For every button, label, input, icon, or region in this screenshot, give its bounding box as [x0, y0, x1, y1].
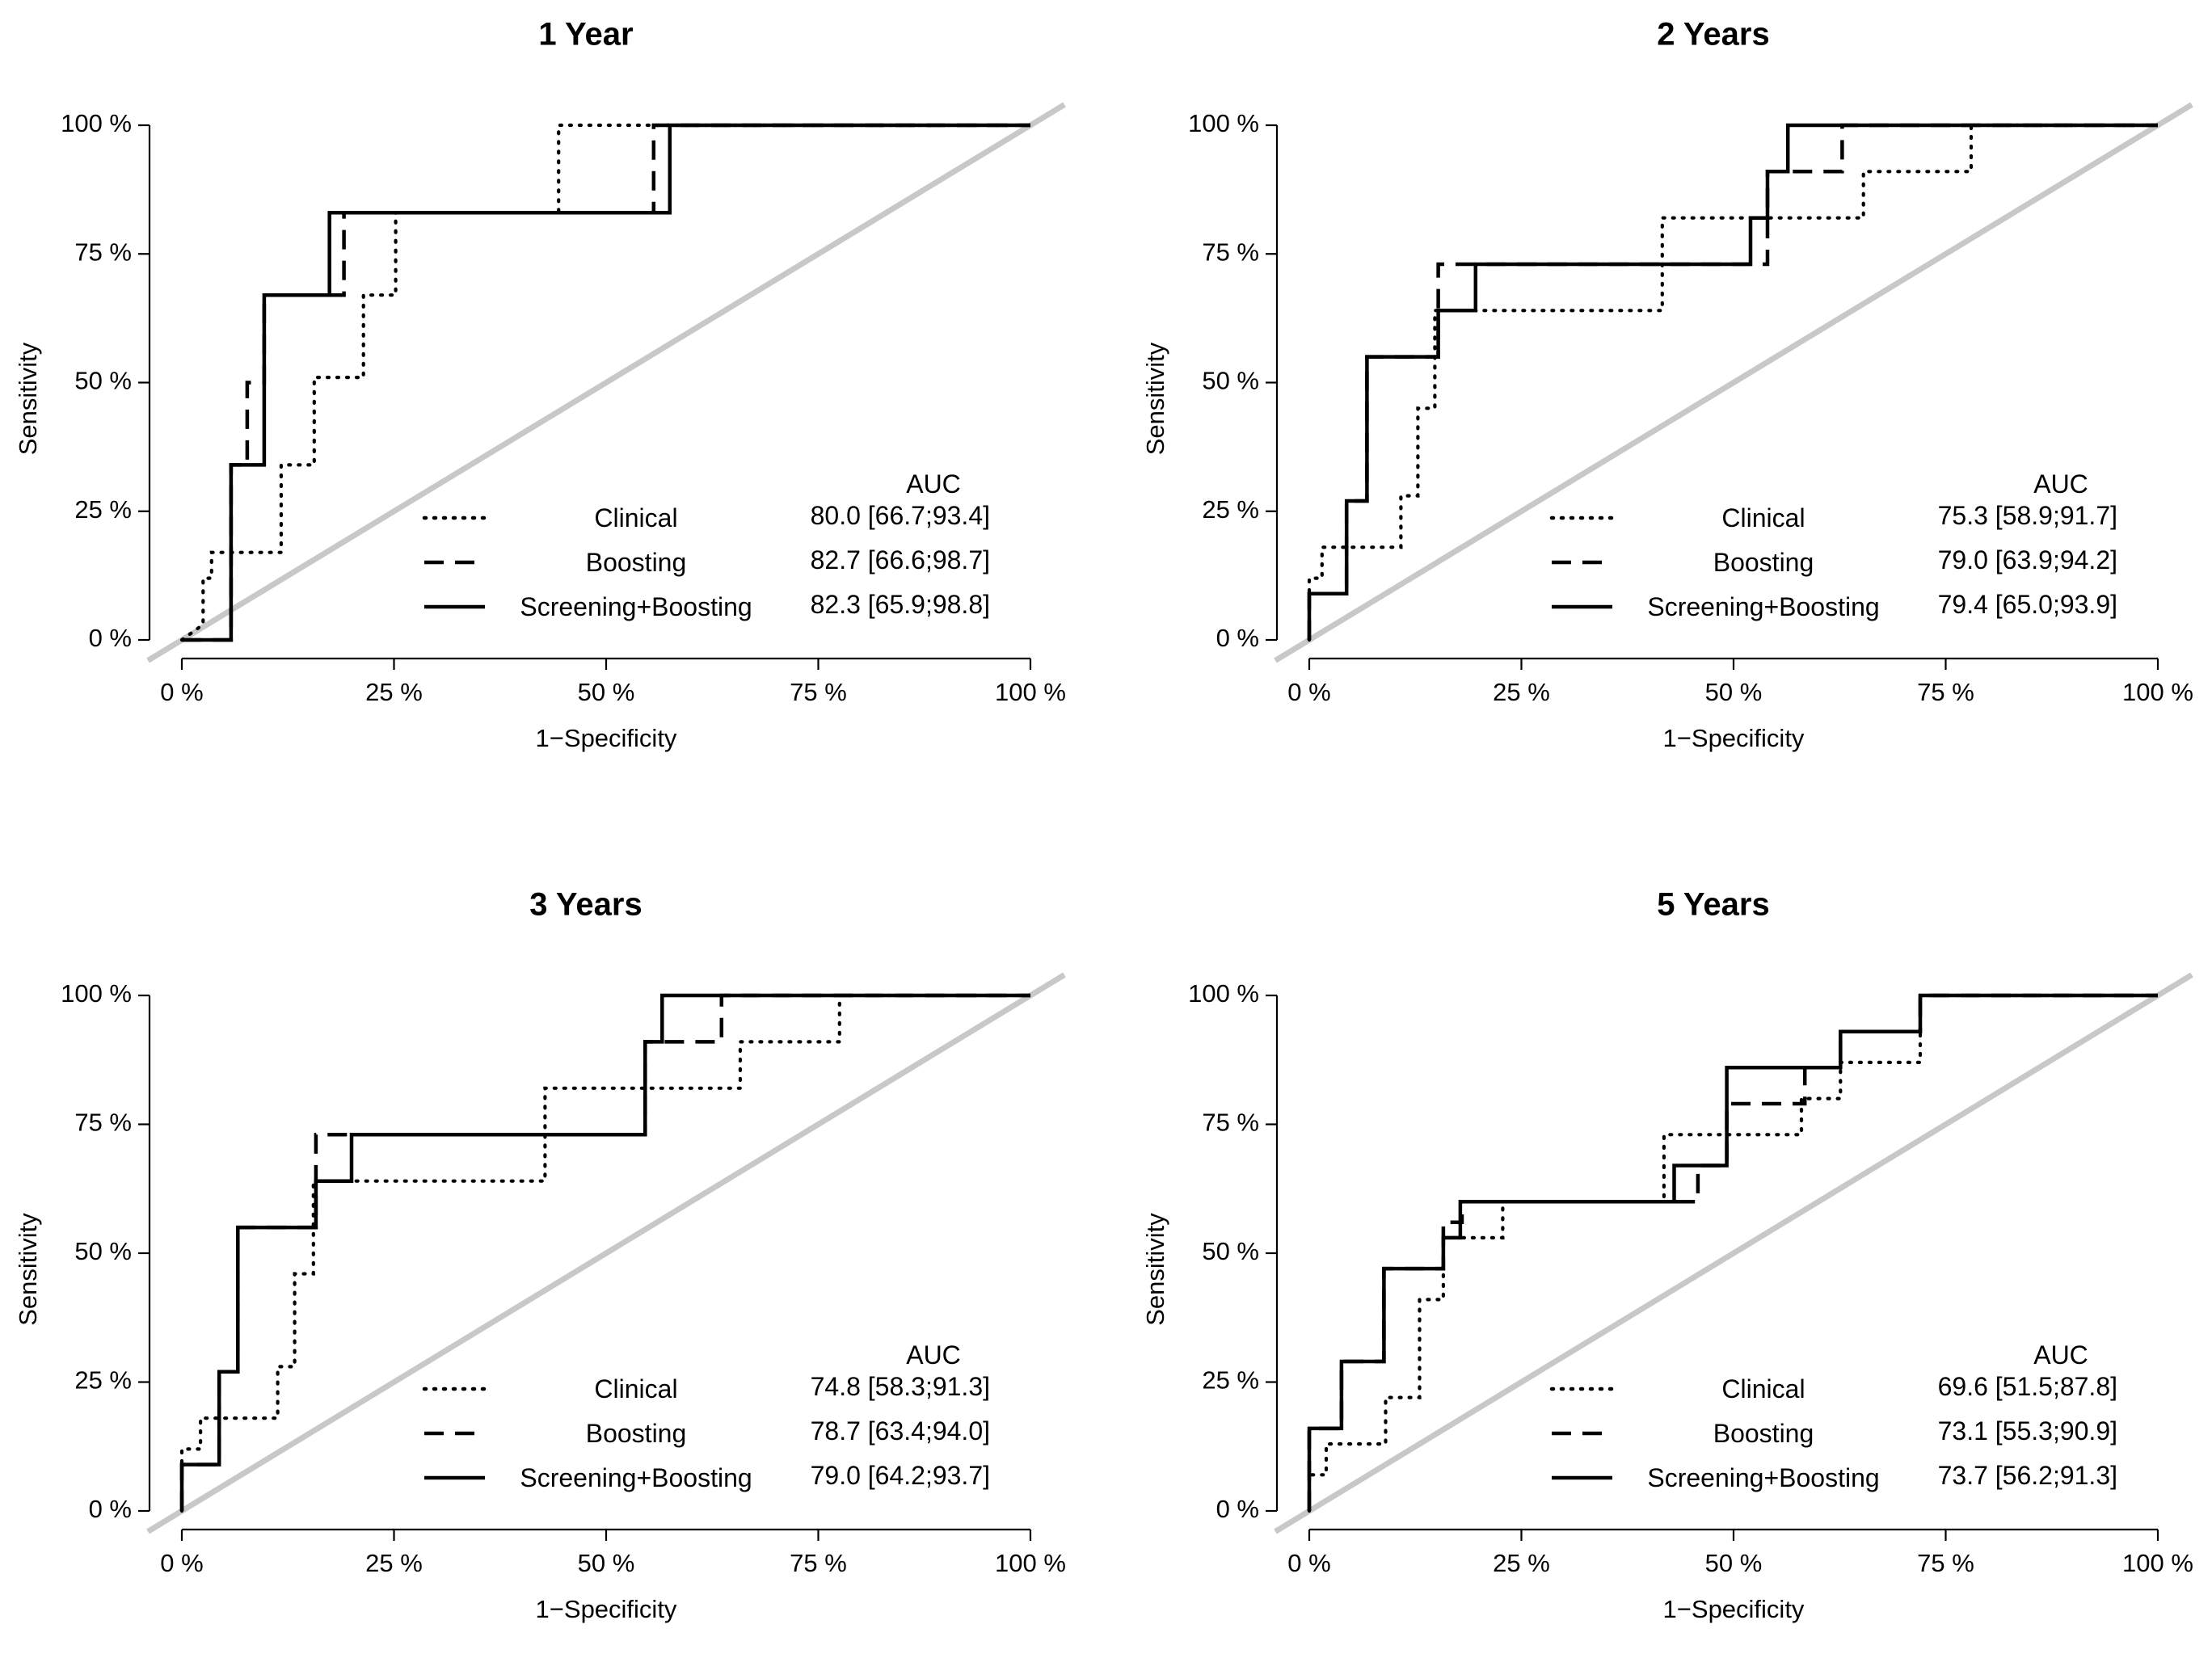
- y-tick-label: 75 %: [1202, 1109, 1259, 1137]
- y-axis-label: Sensitivity: [14, 1213, 42, 1326]
- auc-header: AUC: [2033, 1340, 2088, 1370]
- auc-value: 73.7 [56.2;91.3]: [1938, 1461, 2117, 1490]
- legend-label: Screening+Boosting: [1647, 592, 1879, 621]
- y-tick-label: 50 %: [74, 1237, 132, 1265]
- y-tick-label: 75 %: [1202, 238, 1259, 266]
- auc-value: 79.0 [64.2;93.7]: [811, 1461, 990, 1490]
- roc-panel: 5 Years 0 % 25 % 50 % 75 % 100 % Sensitivity 0 …: [1141, 887, 2193, 1623]
- x-tick-label: 75 %: [790, 678, 847, 706]
- auc-value: 80.0 [66.7;93.4]: [811, 501, 990, 530]
- auc-header: AUC: [906, 469, 961, 499]
- legend-label: Screening+Boosting: [1647, 1463, 1879, 1492]
- reference-diagonal-line: [146, 972, 1066, 1534]
- x-axis-label: 1−Specificity: [536, 1595, 677, 1623]
- x-tick-label: 50 %: [1705, 1549, 1763, 1577]
- y-tick-label: 25 %: [74, 495, 132, 524]
- y-tick-label: 100 %: [61, 979, 132, 1008]
- roc-curve-screening-boosting: [179, 993, 1030, 1511]
- roc-curve-screening-boosting: [182, 123, 1030, 642]
- auc-value: 79.4 [65.0;93.9]: [1938, 590, 2117, 619]
- y-tick-label: 0 %: [1216, 624, 1259, 652]
- reference-diagonal-line: [1274, 972, 2193, 1534]
- y-tick-label: 75 %: [74, 238, 132, 266]
- x-tick-label: 50 %: [578, 1549, 635, 1577]
- legend-label: Screening+Boosting: [520, 1463, 752, 1492]
- y-tick-label: 100 %: [1188, 109, 1259, 137]
- y-axis-label: Sensitivity: [14, 342, 42, 455]
- x-tick-label: 25 %: [1493, 678, 1550, 706]
- x-tick-label: 75 %: [1917, 1549, 1974, 1577]
- y-tick-label: 50 %: [1202, 367, 1259, 395]
- chart-title: 5 Years: [1657, 887, 1769, 923]
- auc-header: AUC: [906, 1340, 961, 1370]
- x-tick-label: 75 %: [790, 1549, 847, 1577]
- x-tick-label: 25 %: [365, 678, 423, 706]
- y-tick-label: 100 %: [61, 109, 132, 137]
- roc-panel: 1 Year 0 % 25 % 50 % 75 % 100 % Sensitivity 0 %…: [14, 17, 1066, 752]
- x-tick-label: 50 %: [1705, 678, 1763, 706]
- legend-label: Clinical: [594, 503, 677, 532]
- y-axis-label: Sensitivity: [1141, 1213, 1169, 1326]
- roc-curve-clinical: [179, 123, 1033, 642]
- x-tick-label: 0 %: [1287, 678, 1330, 706]
- x-axis-label: 1−Specificity: [1663, 1595, 1805, 1623]
- auc-value: 69.6 [51.5;87.8]: [1938, 1372, 2117, 1401]
- x-tick-label: 100 %: [995, 678, 1066, 706]
- roc-curve-clinical: [1307, 993, 2160, 1513]
- y-tick-label: 25 %: [1202, 1366, 1259, 1395]
- auc-value: 82.3 [65.9;98.8]: [811, 590, 990, 619]
- reference-diagonal-line: [1274, 102, 2193, 663]
- legend-label: Boosting: [1713, 548, 1814, 577]
- auc-value: 78.7 [63.4;94.0]: [811, 1416, 990, 1445]
- x-tick-label: 25 %: [365, 1549, 423, 1577]
- x-axis-label: 1−Specificity: [1663, 724, 1805, 752]
- auc-value: 75.3 [58.9;91.7]: [1938, 501, 2117, 530]
- auc-value: 73.1 [55.3;90.9]: [1938, 1416, 2117, 1445]
- x-tick-label: 100 %: [995, 1549, 1066, 1577]
- y-tick-label: 25 %: [74, 1366, 132, 1395]
- roc-curve-screening-boosting: [1307, 993, 2158, 1511]
- auc-value: 82.7 [66.6;98.7]: [811, 545, 990, 574]
- x-axis-label: 1−Specificity: [536, 724, 677, 752]
- x-tick-label: 50 %: [578, 678, 635, 706]
- x-tick-label: 0 %: [1287, 1549, 1330, 1577]
- roc-panel: 2 Years 0 % 25 % 50 % 75 % 100 % Sensitivity 0 …: [1141, 17, 2193, 752]
- chart-title: 2 Years: [1657, 17, 1769, 53]
- roc-panel: 3 Years 0 % 25 % 50 % 75 % 100 % Sensitivity 0 …: [14, 887, 1066, 1623]
- legend-label: Screening+Boosting: [520, 592, 752, 621]
- reference-diagonal-line: [146, 102, 1066, 663]
- y-tick-label: 50 %: [1202, 1237, 1259, 1265]
- x-tick-label: 0 %: [160, 678, 203, 706]
- y-tick-label: 0 %: [1216, 1495, 1259, 1523]
- auc-value: 74.8 [58.3;91.3]: [811, 1372, 990, 1401]
- legend-label: Boosting: [1713, 1419, 1814, 1448]
- roc-curve-clinical: [179, 993, 1033, 1513]
- x-tick-label: 25 %: [1493, 1549, 1550, 1577]
- auc-value: 79.0 [63.9;94.2]: [1938, 545, 2117, 574]
- chart-title: 3 Years: [529, 887, 642, 923]
- x-tick-label: 0 %: [160, 1549, 203, 1577]
- y-tick-label: 50 %: [74, 367, 132, 395]
- legend-label: Boosting: [586, 548, 687, 577]
- legend-label: Clinical: [594, 1374, 677, 1403]
- auc-header: AUC: [2033, 469, 2088, 499]
- y-axis-label: Sensitivity: [1141, 342, 1169, 455]
- legend-label: Clinical: [1721, 1374, 1805, 1403]
- legend-label: Boosting: [586, 1419, 687, 1448]
- legend-label: Clinical: [1721, 503, 1805, 532]
- roc-curve-clinical: [1307, 123, 2160, 642]
- y-tick-label: 0 %: [89, 1495, 132, 1523]
- roc-curve-screening-boosting: [1307, 123, 2158, 640]
- y-tick-label: 0 %: [89, 624, 132, 652]
- x-tick-label: 100 %: [2122, 1549, 2193, 1577]
- y-tick-label: 100 %: [1188, 979, 1259, 1008]
- x-tick-label: 100 %: [2122, 678, 2193, 706]
- y-tick-label: 75 %: [74, 1109, 132, 1137]
- y-tick-label: 25 %: [1202, 495, 1259, 524]
- chart-title: 1 Year: [538, 17, 633, 53]
- x-tick-label: 75 %: [1917, 678, 1974, 706]
